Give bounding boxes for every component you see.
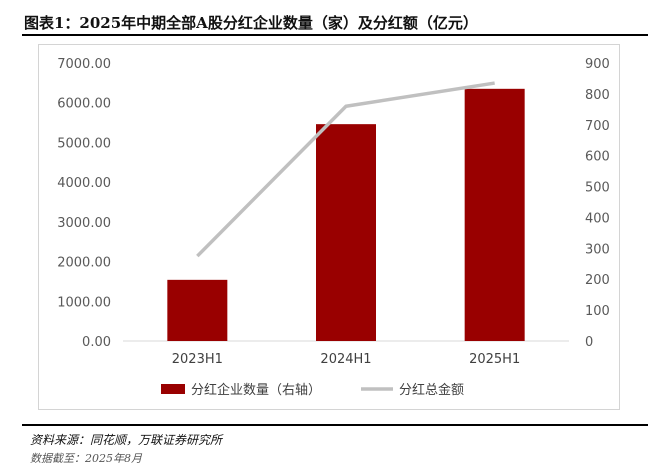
right-axis-tick-label: 900 [585,57,610,72]
right-axis-tick-label: 500 [585,181,610,196]
right-axis-tick-label: 200 [585,273,610,288]
title-rule [22,34,648,36]
left-axis-tick-label: 5000.00 [57,136,111,151]
left-axis-tick-label: 6000.00 [57,97,111,112]
left-axis-tick-label: 3000.00 [57,216,111,231]
right-axis-tick-label: 300 [585,242,610,257]
chart-frame: 0.00 1000.00 2000.00 3000.00 4000.00 5000.00 6… [38,44,620,410]
left-axis-tick-label: 2000.00 [57,256,111,271]
right-axis-tick-label: 100 [585,304,610,319]
bar-2025H1 [465,89,525,341]
chart-svg: 0.00 1000.00 2000.00 3000.00 4000.00 5000.00 6… [39,45,619,409]
left-axis-tick-label: 0.00 [82,335,111,350]
legend-label-line: 分红总金额 [399,382,464,398]
legend-label-bar: 分红企业数量（右轴） [191,382,321,398]
right-axis-tick-label: 800 [585,88,610,103]
source-note: 资料来源：同花顺，万联证券研究所 [30,431,222,448]
right-axis-tick-label: 400 [585,211,610,226]
bar-2023H1 [167,280,227,341]
left-axis-tick-label: 7000.00 [57,57,111,72]
chart-title: 图表1：2025年中期全部A股分红企业数量（家）及分红额（亿元） [24,12,478,33]
source-rule [22,424,648,426]
left-axis-tick-label: 1000.00 [57,295,111,310]
x-axis-tick-label: 2024H1 [320,352,371,367]
left-axis-tick-label: 4000.00 [57,176,111,191]
x-axis-tick-label: 2025H1 [469,352,520,367]
legend-swatch-bar [161,384,185,394]
x-axis-tick-label: 2023H1 [172,352,223,367]
right-axis-tick-label: 700 [585,119,610,134]
data-date-note: 数据截至：2025年8月 [30,450,142,466]
bar-2024H1 [316,124,376,341]
right-axis-tick-label: 0 [585,335,593,350]
right-axis-tick-label: 600 [585,150,610,165]
